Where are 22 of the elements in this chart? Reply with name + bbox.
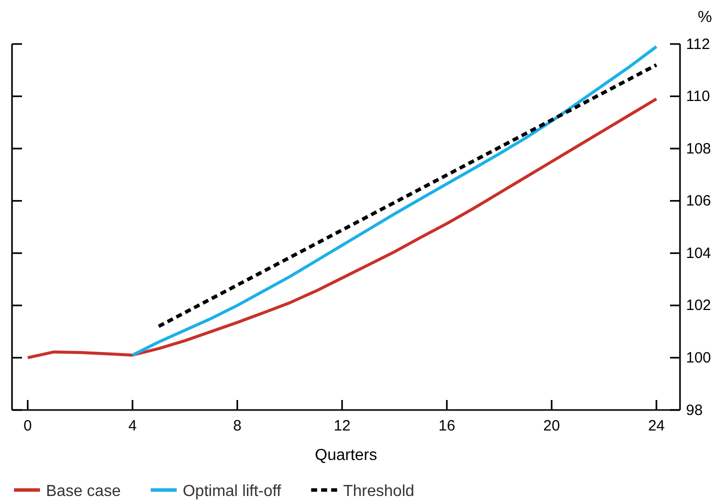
y-tick-label: 112 [686,36,710,53]
legend-label: Optimal lift-off [182,483,282,500]
x-tick-label: 0 [24,418,32,435]
y-tick-label: 106 [686,192,712,210]
y-axis-title: % [698,9,712,26]
x-tick-label: 8 [233,418,242,435]
y-tick-label: 104 [686,244,712,262]
x-tick-label: 12 [334,418,350,435]
x-tick-label: 24 [648,418,665,435]
x-axis-title: Quarters [314,447,378,464]
line-series [26,97,658,360]
y-tick-label: 100 [686,350,712,367]
legend-label: Threshold [343,483,414,500]
y-tick-label: 102 [686,297,712,314]
legend-label: Base case [46,483,121,500]
line-series [131,45,658,357]
x-tick-label: 20 [543,418,560,435]
y-tick-label: 98 [686,402,703,419]
y-tick-label: 110 [686,88,710,106]
y-tick-label: 108 [686,140,712,158]
x-tick-label: 4 [128,418,137,435]
x-tick-label: 16 [438,418,456,435]
